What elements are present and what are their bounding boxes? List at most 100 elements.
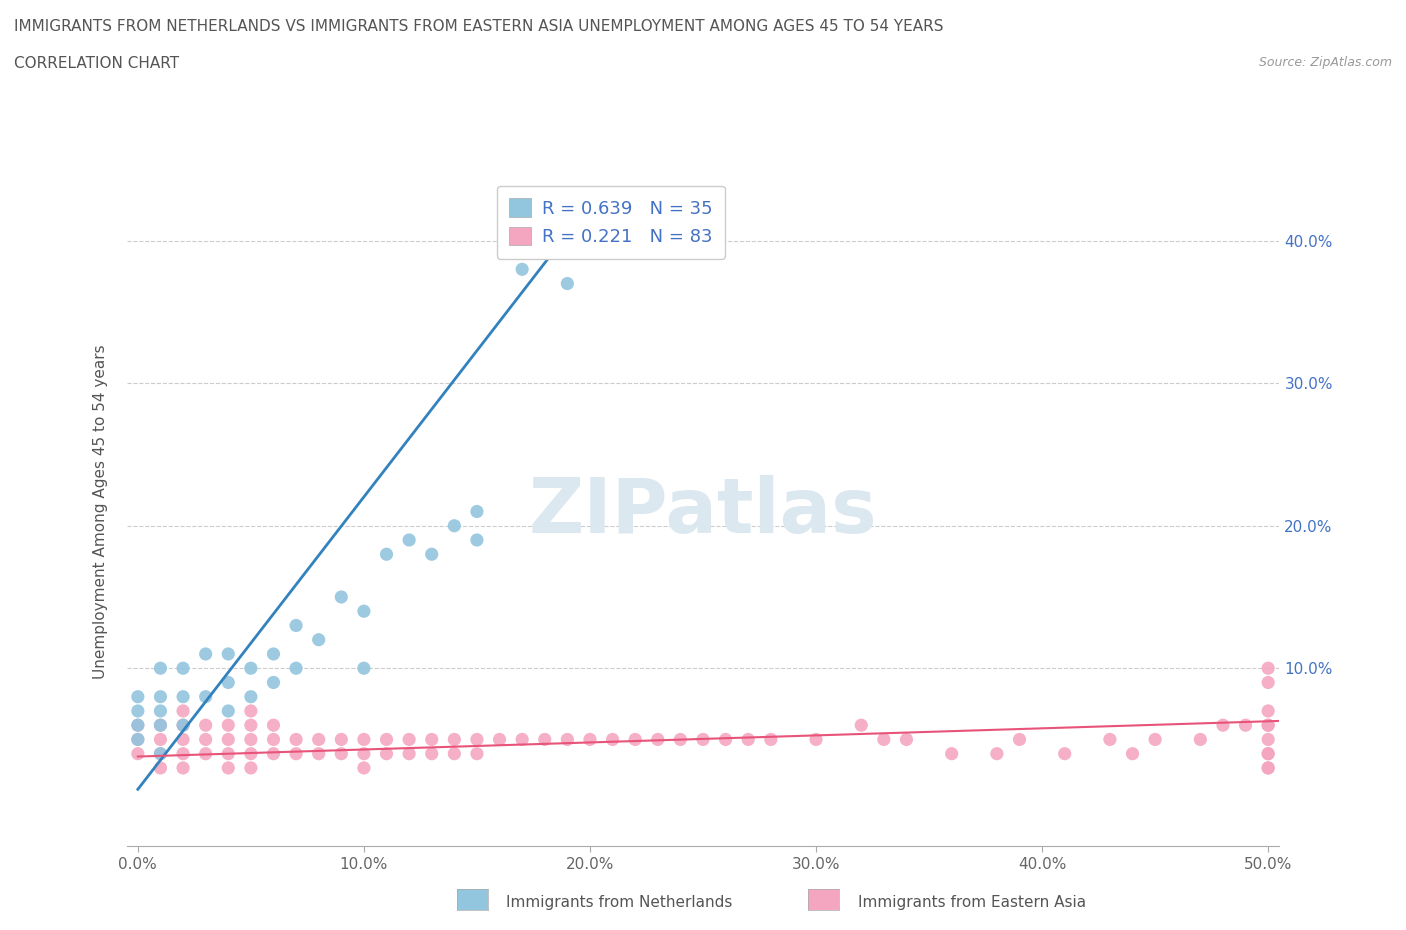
Point	[465, 533, 488, 548]
Text: Source: ZipAtlas.com: Source: ZipAtlas.com	[1258, 56, 1392, 69]
Point	[647, 732, 669, 747]
Point	[149, 732, 172, 747]
Point	[172, 761, 194, 776]
Point	[1121, 746, 1143, 761]
Point	[1257, 761, 1279, 776]
Point	[263, 675, 285, 690]
Point	[465, 732, 488, 747]
Point	[239, 761, 262, 776]
Point	[804, 732, 827, 747]
Point	[1008, 732, 1031, 747]
Point	[149, 718, 172, 733]
Point	[375, 732, 398, 747]
Point	[873, 732, 896, 747]
Point	[239, 746, 262, 761]
Point	[172, 718, 194, 733]
Point	[149, 746, 172, 761]
Point	[127, 718, 149, 733]
Point	[149, 746, 172, 761]
Point	[217, 675, 239, 690]
Point	[398, 533, 420, 548]
Point	[172, 746, 194, 761]
Point	[149, 761, 172, 776]
Point	[149, 661, 172, 676]
Point	[557, 732, 579, 747]
Point	[194, 732, 217, 747]
Point	[194, 646, 217, 661]
Point	[1257, 718, 1279, 733]
Point	[263, 646, 285, 661]
Point	[217, 732, 239, 747]
Text: Immigrants from Eastern Asia: Immigrants from Eastern Asia	[858, 895, 1085, 910]
Point	[172, 661, 194, 676]
Point	[127, 746, 149, 761]
Point	[285, 746, 308, 761]
Point	[330, 746, 353, 761]
Point	[172, 732, 194, 747]
Point	[127, 732, 149, 747]
Point	[398, 732, 420, 747]
Point	[217, 646, 239, 661]
Point	[353, 732, 375, 747]
Point	[263, 732, 285, 747]
Point	[759, 732, 782, 747]
Point	[172, 703, 194, 718]
Point	[239, 718, 262, 733]
Point	[1144, 732, 1167, 747]
Point	[420, 746, 443, 761]
Point	[669, 732, 692, 747]
Point	[285, 618, 308, 633]
Point	[239, 703, 262, 718]
Point	[443, 732, 465, 747]
Point	[285, 732, 308, 747]
Point	[398, 746, 420, 761]
Point	[1234, 718, 1257, 733]
Point	[217, 703, 239, 718]
Point	[263, 746, 285, 761]
Point	[353, 661, 375, 676]
Point	[624, 732, 647, 747]
Point	[149, 703, 172, 718]
Point	[443, 518, 465, 533]
Point	[263, 718, 285, 733]
Point	[465, 746, 488, 761]
Text: CORRELATION CHART: CORRELATION CHART	[14, 56, 179, 71]
Point	[1053, 746, 1076, 761]
Point	[149, 718, 172, 733]
Point	[239, 732, 262, 747]
Point	[330, 590, 353, 604]
Point	[353, 746, 375, 761]
Point	[737, 732, 759, 747]
Point	[1189, 732, 1212, 747]
Point	[1257, 661, 1279, 676]
Point	[194, 718, 217, 733]
Point	[308, 632, 330, 647]
Point	[1257, 732, 1279, 747]
Point	[127, 718, 149, 733]
Point	[420, 732, 443, 747]
Point	[896, 732, 918, 747]
Text: IMMIGRANTS FROM NETHERLANDS VS IMMIGRANTS FROM EASTERN ASIA UNEMPLOYMENT AMONG A: IMMIGRANTS FROM NETHERLANDS VS IMMIGRANT…	[14, 19, 943, 33]
Point	[308, 732, 330, 747]
Point	[172, 718, 194, 733]
Point	[1257, 746, 1279, 761]
Point	[353, 761, 375, 776]
Point	[127, 689, 149, 704]
Point	[1257, 761, 1279, 776]
Point	[714, 732, 737, 747]
Point	[1257, 703, 1279, 718]
Point	[1098, 732, 1121, 747]
Point	[851, 718, 873, 733]
Point	[217, 718, 239, 733]
Point	[1257, 675, 1279, 690]
Point	[285, 661, 308, 676]
Legend: R = 0.639   N = 35, R = 0.221   N = 83: R = 0.639 N = 35, R = 0.221 N = 83	[496, 186, 725, 259]
Point	[510, 732, 533, 747]
Text: ZIPatlas: ZIPatlas	[529, 474, 877, 549]
Point	[375, 547, 398, 562]
Point	[127, 732, 149, 747]
Text: Immigrants from Netherlands: Immigrants from Netherlands	[506, 895, 733, 910]
Point	[353, 604, 375, 618]
Point	[217, 761, 239, 776]
Point	[465, 504, 488, 519]
